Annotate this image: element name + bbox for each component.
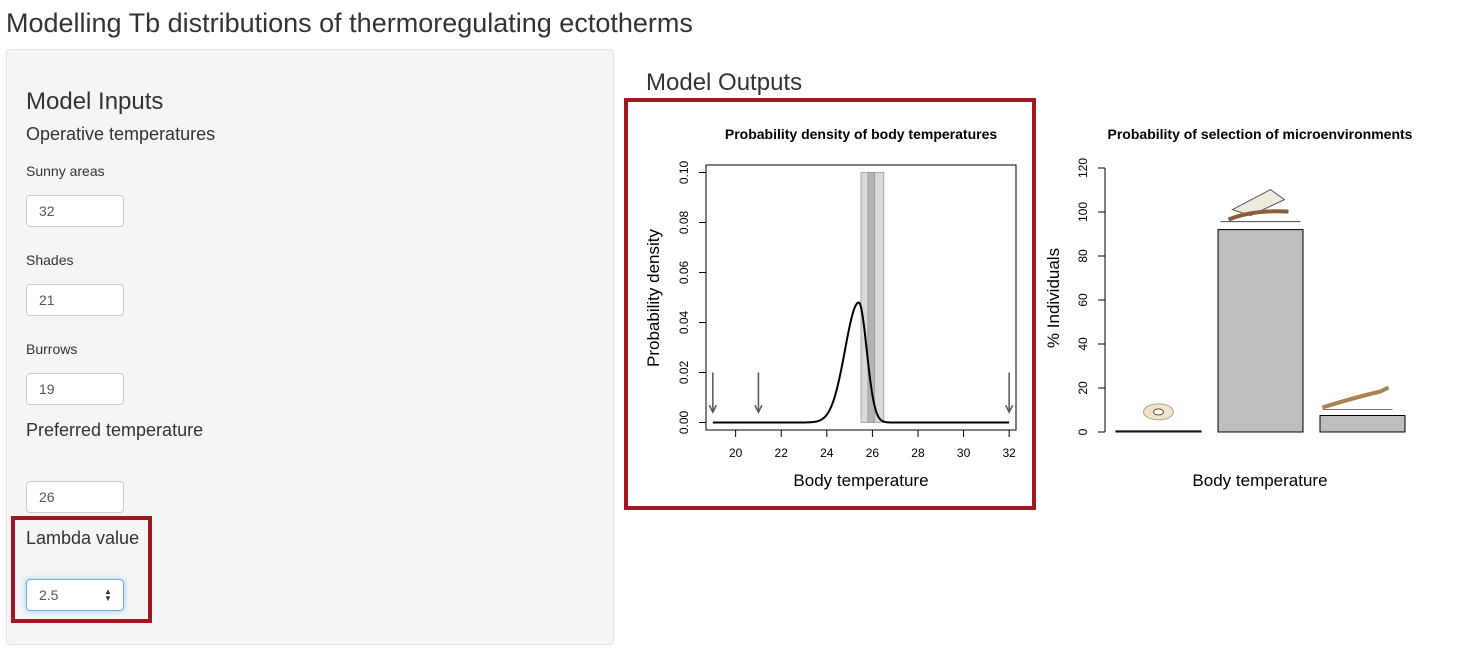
shades-label: Shades: [26, 252, 74, 268]
bar-y-tick-label: 60: [1076, 293, 1090, 307]
bar-y-tick-label: 100: [1076, 202, 1090, 222]
bar-chart-title: Probability of selection of microenviron…: [1108, 126, 1413, 142]
sunny-areas-label: Sunny areas: [26, 163, 105, 179]
bar-burrow: [1115, 430, 1202, 433]
shades-input[interactable]: [26, 284, 124, 316]
lambda-value-input[interactable]: [26, 579, 124, 611]
bar-y-tick-label: 20: [1076, 381, 1090, 395]
density-x-axis-label: Body temperature: [793, 471, 928, 490]
preferred-temperature-heading: Preferred temperature: [26, 420, 204, 440]
density-x-tick-label: 26: [866, 446, 880, 460]
density-y-tick-label: 0.10: [677, 160, 691, 184]
bar-y-tick-label: 40: [1076, 337, 1090, 351]
density-y-tick-label: 0.02: [677, 360, 691, 384]
density-y-tick-label: 0.08: [677, 210, 691, 234]
model-outputs-heading: Model Outputs: [646, 69, 803, 96]
bar-y-axis-label: % Individuals: [1044, 248, 1063, 348]
temperature-arrow-head: [708, 404, 718, 414]
model-inputs-heading: Model Inputs: [26, 88, 164, 115]
bar-sun: [1319, 415, 1406, 433]
temperature-arrow-head: [1004, 404, 1014, 414]
model-inputs-panel: Model Inputs Operative temperatures Sunn…: [6, 49, 614, 645]
selection-bar-plot: Probability of selection of microenviron…: [1044, 126, 1413, 490]
bar-y-tick-label: 120: [1076, 158, 1090, 178]
temperature-arrow-head: [754, 404, 763, 414]
density-y-tick-label: 0.06: [677, 260, 691, 284]
density-x-tick-label: 32: [1002, 446, 1016, 460]
sun-icon: [1321, 385, 1393, 410]
density-x-tick-label: 30: [957, 446, 971, 460]
lambda-highlight-box: [11, 516, 152, 623]
density-x-tick-label: 28: [911, 446, 925, 460]
density-chart-title: Probability density of body temperatures: [725, 126, 997, 142]
density-y-tick-label: 0.04: [677, 310, 691, 334]
shade-icon: [1220, 189, 1301, 223]
page-title: Modelling Tb distributions of thermoregu…: [6, 8, 693, 38]
density-plot-frame: [705, 164, 1017, 431]
bar-shade: [1217, 229, 1304, 433]
spinner-arrows-icon[interactable]: ▲ ▼: [104, 587, 112, 603]
burrow-icon: [1143, 403, 1174, 421]
bar-y-tick-label: 80: [1076, 249, 1090, 263]
burrows-label: Burrows: [26, 341, 78, 357]
preferred-band-inner: [867, 172, 876, 423]
density-x-tick-label: 20: [729, 446, 743, 460]
density-plot-highlight-box: [624, 98, 1036, 510]
density-curve: [712, 301, 1010, 424]
density-x-tick-label: 24: [820, 446, 834, 460]
density-x-tick-label: 22: [775, 446, 789, 460]
operative-temperatures-heading: Operative temperatures: [26, 124, 216, 144]
bar-y-tick-label: 0: [1076, 428, 1090, 435]
preferred-temperature-input[interactable]: [26, 481, 124, 513]
sunny-areas-input[interactable]: [26, 195, 124, 227]
density-y-axis-label: Probability density: [644, 229, 663, 367]
burrows-input[interactable]: [26, 373, 124, 405]
lambda-value-heading: Lambda value: [26, 528, 140, 548]
density-plot: Probability density of body temperatures…: [644, 126, 1017, 490]
bar-x-axis-label: Body temperature: [1192, 471, 1327, 490]
density-y-tick-label: 0.00: [677, 410, 691, 434]
